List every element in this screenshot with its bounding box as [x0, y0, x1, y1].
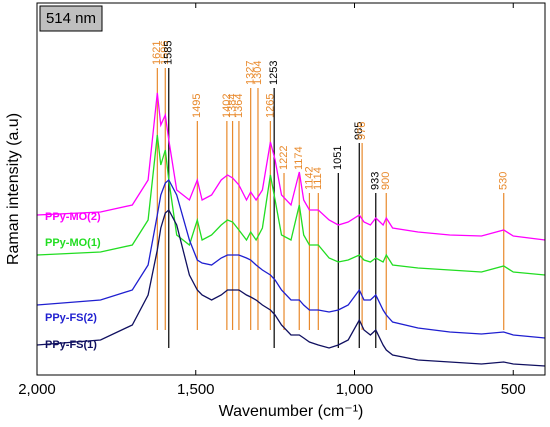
series-line — [36, 92, 546, 241]
series-line — [36, 208, 546, 367]
label-box-text: 514 nm — [46, 10, 96, 27]
annotation-label: 900 — [380, 172, 392, 190]
series-line — [36, 178, 546, 339]
annotation-label: 1051 — [332, 146, 344, 170]
annotation-label: 1304 — [252, 61, 264, 85]
annotation-label: 933 — [370, 172, 382, 190]
annotation-label: 985 — [353, 122, 365, 140]
annotation-label: 1253 — [268, 61, 280, 85]
annotation-label: 530 — [498, 172, 510, 190]
plot-frame — [36, 2, 546, 376]
label-box — [39, 5, 103, 32]
series-label: PPy-FS(2) — [45, 312, 97, 324]
annotation-label: 1585 — [163, 41, 175, 65]
x-tick-label: 2,000 — [18, 381, 56, 398]
annotation-label: 1174 — [293, 146, 305, 170]
annotation-label: 1621 — [151, 41, 163, 65]
y-axis-label: Raman intensity (a.u) — [5, 113, 22, 265]
annotation-label: 1364 — [233, 94, 245, 118]
annotation-label: 976 — [356, 122, 368, 140]
x-tick-label: 1,000 — [336, 381, 374, 398]
annotation-label: 1327 — [245, 61, 257, 85]
annotation-label: 1265 — [264, 94, 276, 118]
x-tick-label: 1,500 — [177, 381, 215, 398]
series-label: PPy-FS(1) — [45, 339, 97, 351]
annotation-label: 1384 — [226, 94, 238, 118]
series-label: PPy-MO(2) — [45, 211, 101, 223]
series-line — [36, 134, 546, 276]
annotation-label: 1222 — [278, 146, 290, 170]
x-tick-label: 500 — [501, 381, 526, 398]
annotation-label: 1402 — [221, 94, 233, 118]
annotation-label: 1114 — [312, 167, 324, 190]
annotation-label: 1596 — [159, 41, 171, 65]
annotation-label: 1142 — [303, 166, 315, 190]
annotation-label: 1495 — [191, 94, 203, 118]
series-label: PPy-MO(1) — [45, 237, 101, 249]
x-axis-label: Wavenumber (cm⁻¹) — [219, 403, 364, 420]
